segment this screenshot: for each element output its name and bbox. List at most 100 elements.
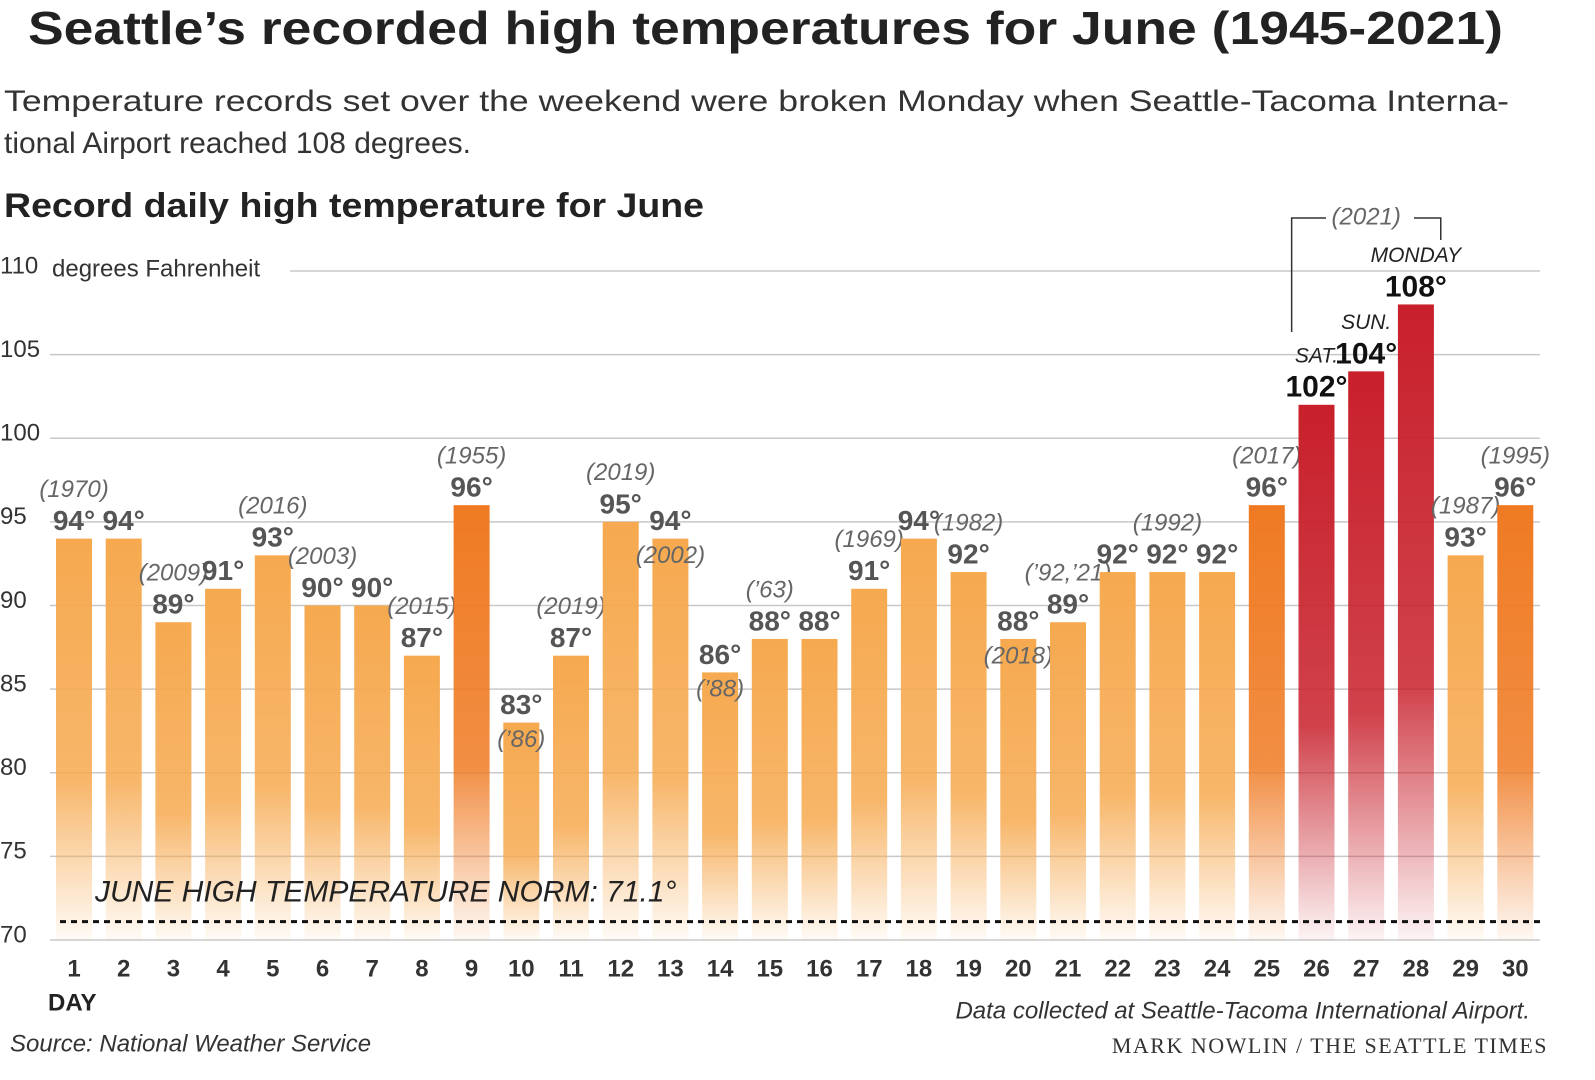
value-label: 92° <box>1146 538 1188 569</box>
day-name: SUN. <box>1341 311 1391 334</box>
x-tick-label: 30 <box>1502 955 1529 982</box>
x-tick-label: 20 <box>1005 955 1032 982</box>
panel-title: Record daily high temperature for June <box>4 187 704 225</box>
value-label: 89° <box>1047 589 1089 620</box>
x-tick-label: 27 <box>1353 955 1380 982</box>
x-tick-label: 25 <box>1253 955 1280 982</box>
year-label: (1987) <box>1431 493 1500 520</box>
value-label: 95° <box>600 488 642 519</box>
x-axis-label: DAY <box>48 989 96 1016</box>
x-tick-label: 13 <box>657 955 684 982</box>
bar <box>1149 572 1186 940</box>
value-label: 91° <box>202 555 244 586</box>
year-label: (2016) <box>238 493 307 520</box>
x-tick-label: 1 <box>67 955 80 982</box>
year-label: (’86) <box>497 726 545 753</box>
value-label: 96° <box>1246 472 1288 503</box>
y-tick-label: 90 <box>0 587 27 614</box>
year-label: (2018) <box>984 642 1053 669</box>
bar <box>1199 572 1236 940</box>
year-label: (2009) <box>139 560 208 587</box>
bar <box>403 655 440 940</box>
bar <box>1348 371 1385 941</box>
x-tick-label: 11 <box>558 955 583 982</box>
y-tick-label: 105 <box>0 336 40 363</box>
value-label: 90° <box>351 572 393 603</box>
x-tick-label: 24 <box>1204 955 1231 982</box>
value-label: 92° <box>1196 538 1238 569</box>
value-label: 83° <box>500 689 542 720</box>
year-label: (2021) <box>1332 203 1401 230</box>
bar <box>1497 505 1534 940</box>
bar <box>205 588 242 940</box>
bar <box>254 555 291 940</box>
value-label: 86° <box>699 639 741 670</box>
year-label: (’92,’21) <box>1025 560 1112 587</box>
x-tick-label: 2 <box>117 955 130 982</box>
bar <box>652 538 689 940</box>
y-tick-label: 95 <box>0 503 27 530</box>
year-label: (1969) <box>835 526 904 553</box>
bar <box>950 572 987 940</box>
bar <box>354 605 391 940</box>
bar <box>801 638 838 940</box>
x-tick-label: 9 <box>465 955 478 982</box>
value-label: 91° <box>848 555 890 586</box>
year-label: (’63) <box>746 576 794 603</box>
credit: MARK NOWLIN / THE SEATTLE TIMES <box>1112 1033 1548 1058</box>
year-label: (1995) <box>1481 442 1550 469</box>
value-label: 96° <box>450 472 492 503</box>
x-tick-label: 12 <box>607 955 634 982</box>
year-label: (2002) <box>636 542 705 569</box>
x-tick-label: 15 <box>756 955 783 982</box>
year-label: (2019) <box>586 459 655 486</box>
value-label: 92° <box>947 538 989 569</box>
value-label: 92° <box>1097 538 1139 569</box>
bracket <box>1290 217 1442 332</box>
bar <box>602 521 639 940</box>
bar <box>702 672 739 940</box>
bar <box>1099 572 1136 940</box>
bar <box>1397 304 1434 940</box>
year-label: (2015) <box>387 593 456 620</box>
bar <box>155 622 192 940</box>
norm-label: JUNE HIGH TEMPERATURE NORM: 71.1° <box>94 876 677 909</box>
y-tick-label: 75 <box>0 838 27 865</box>
subtitle: Temperature records set over the weekend… <box>4 85 1509 118</box>
bar <box>1298 404 1335 940</box>
value-label: 89° <box>152 589 194 620</box>
year-label: (1982) <box>934 509 1003 536</box>
bar <box>900 538 937 940</box>
year-label: (’88) <box>696 676 744 703</box>
bar <box>851 588 888 940</box>
source: Source: National Weather Service <box>10 1030 371 1057</box>
bar <box>1248 505 1285 940</box>
bar <box>453 505 490 940</box>
value-label: 94° <box>53 505 95 536</box>
y-axis-label: degrees Fahrenheit <box>52 255 260 282</box>
year-label: (1955) <box>437 442 506 469</box>
subtitle: tional Airport reached 108 degrees. <box>4 127 471 160</box>
bar <box>1050 622 1086 940</box>
value-label: 87° <box>550 622 592 653</box>
day-name: MONDAY <box>1371 244 1464 267</box>
x-tick-label: 28 <box>1403 955 1430 982</box>
bar <box>56 538 92 940</box>
x-tick-label: 18 <box>906 955 933 982</box>
value-label: 94° <box>649 505 691 536</box>
value-label: 94° <box>103 505 145 536</box>
x-tick-label: 5 <box>266 955 279 982</box>
chart-title: Seattle’s recorded high temperatures for… <box>28 2 1503 54</box>
y-tick-label: 80 <box>0 754 27 781</box>
x-tick-label: 21 <box>1055 955 1082 982</box>
y-tick-label: 85 <box>0 670 27 697</box>
value-label: 88° <box>997 605 1039 636</box>
value-label: 88° <box>749 605 791 636</box>
bar <box>503 722 540 940</box>
day-name: SAT. <box>1295 344 1338 367</box>
value-label: 93° <box>252 522 294 553</box>
value-label: 93° <box>1444 522 1486 553</box>
note: Data collected at Seattle-Tacoma Interna… <box>955 997 1530 1024</box>
value-label: 104° <box>1335 337 1397 370</box>
x-tick-label: 7 <box>366 955 379 982</box>
